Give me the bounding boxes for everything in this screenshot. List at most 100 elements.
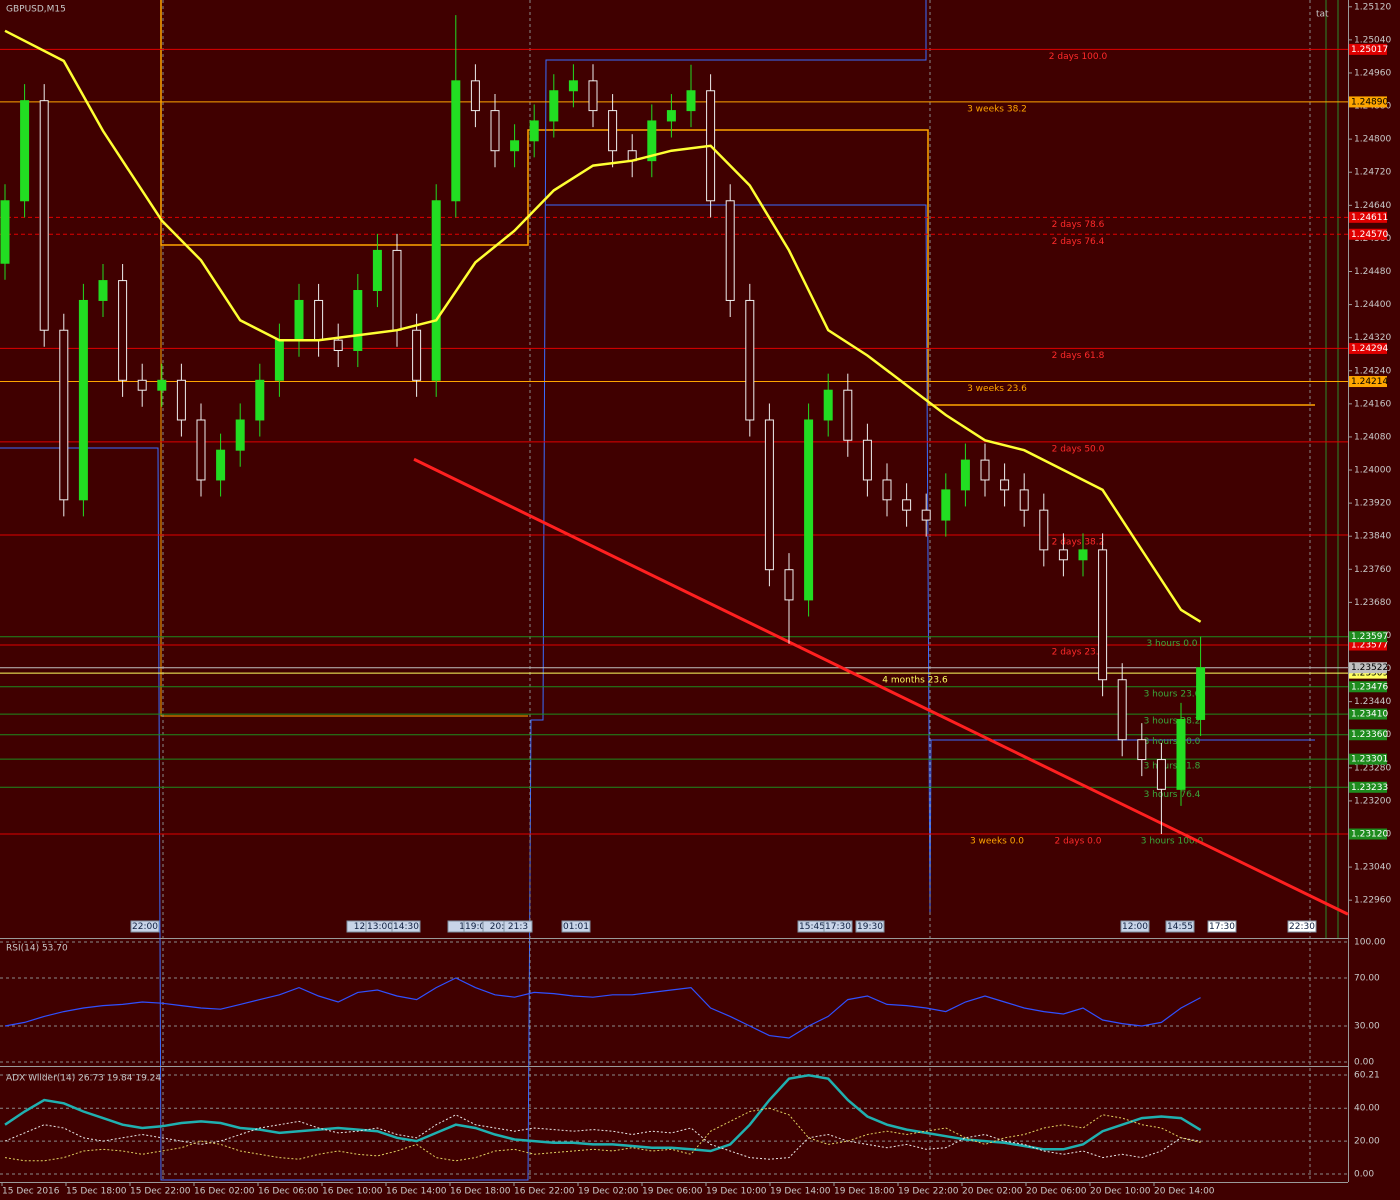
y-tick-label: 1.23200 (1354, 796, 1391, 806)
level-label: 2 days 50.0 (1052, 444, 1105, 454)
candle-body (39, 100, 49, 331)
time-flag (1165, 920, 1195, 933)
candle-body (157, 379, 167, 391)
y-tick-label: 1.23040 (1354, 863, 1391, 873)
candle-body (98, 280, 108, 301)
y-tick-label: 1.24000 (1354, 466, 1391, 476)
time-flag-label: 12: (354, 922, 368, 932)
x-tick-label: 19 Dec 14:00 (770, 1187, 831, 1197)
price-tag-label: 1.24570 (1351, 230, 1388, 240)
time-flag-label: 13:00 (367, 922, 393, 932)
candle-body (666, 110, 676, 122)
candle-body (196, 419, 206, 481)
level-label: 2 days 100.0 (1049, 52, 1108, 62)
candle-body (529, 120, 539, 142)
price-tag (1349, 639, 1387, 651)
y-tick-label: 1.24400 (1354, 300, 1391, 310)
range-box (160, 0, 528, 717)
y-tick-label: 1.24640 (1354, 201, 1391, 211)
candle-body (1176, 718, 1186, 790)
level-label: 2 days 61.8 (1052, 351, 1105, 361)
y-tick-label: 0.00 (1354, 1058, 1374, 1068)
price-tag-label: 1.23476 (1351, 682, 1388, 692)
time-flag-label: 1 (459, 922, 465, 932)
level-label: 2 days 38.2 (1052, 537, 1105, 547)
rsi-title: RSI(14) 53.70 (6, 944, 68, 954)
price-tag-label: 1.24611 (1351, 213, 1388, 223)
price-tag-label: 1.24294 (1351, 344, 1388, 354)
candle-body (823, 389, 833, 421)
candle-body (470, 80, 480, 112)
time-flag-label: 22:00 (132, 922, 158, 932)
level-label: 3 weeks 0.0 (970, 837, 1024, 847)
trendline (413, 457, 1349, 916)
price-tag-label: 1.23233 (1351, 783, 1388, 793)
y-tick-label: 1.22960 (1354, 896, 1391, 906)
candle-body (118, 280, 128, 381)
level-label: 3 weeks 23.6 (967, 384, 1027, 394)
price-tag (1349, 708, 1387, 720)
candle-body (216, 449, 226, 481)
time-flag (130, 920, 160, 933)
time-flag (503, 920, 533, 933)
x-tick-label: 20 Dec 14:00 (1154, 1187, 1215, 1197)
candle-body (353, 290, 363, 352)
x-tick-label: 19 Dec 06:00 (642, 1187, 703, 1197)
candle-body (372, 249, 382, 292)
candle-body (451, 80, 461, 202)
price-tag (1349, 681, 1387, 693)
time-flag-label: 22:30 (1289, 922, 1315, 932)
candle-body (902, 499, 912, 511)
y-tick-label: 1.23680 (1354, 598, 1391, 608)
price-tag (1349, 662, 1387, 674)
y-tick-label: 1.24480 (1354, 267, 1391, 277)
x-tick-label: 16 Dec 06:00 (258, 1187, 319, 1197)
price-tag-label: 1.24890 (1351, 97, 1388, 107)
price-tag-label: 1.23577 (1351, 640, 1388, 650)
candle-body (568, 80, 578, 92)
time-flag (561, 920, 591, 933)
step-line (0, 0, 927, 1181)
y-tick-label: 1.24240 (1354, 366, 1391, 376)
candle-body (921, 509, 931, 521)
candle-body (745, 299, 755, 421)
time-flag-label: 01:01 (563, 922, 589, 932)
price-tag (1349, 211, 1387, 223)
candle-body (862, 439, 872, 481)
indicator-line (4, 1074, 1202, 1153)
candle-body (1137, 739, 1147, 761)
y-tick-label: 1.23440 (1354, 697, 1391, 707)
decor (0, 0, 1349, 1183)
time-flag (1120, 920, 1150, 933)
x-tick-label: 15 Dec 2016 (2, 1187, 60, 1197)
candle-body (1196, 667, 1206, 720)
candle-body (941, 489, 951, 521)
x-tick-label: 16 Dec 14:00 (386, 1187, 447, 1197)
time-flag-label: 12:00 (1122, 922, 1148, 932)
price-tag-label: 1.25017 (1351, 45, 1388, 55)
price-tag (1349, 228, 1387, 240)
candle-body (1117, 679, 1127, 741)
y-tick-label: 1.23280 (1354, 763, 1391, 773)
y-tick-label: 1.24080 (1354, 432, 1391, 442)
candle-body (255, 379, 265, 421)
price-tag (1349, 43, 1387, 55)
price-tag-label: 1.24214 (1351, 377, 1388, 387)
moving-average (4, 29, 1202, 623)
candle-body (1039, 509, 1049, 551)
time-flag-label: 17:30 (1209, 922, 1235, 932)
candle-body (314, 299, 324, 341)
time-flag-label: 19:30 (857, 922, 883, 932)
chart-title: GBPUSD,M15 (6, 5, 66, 15)
time-flag (855, 920, 885, 933)
y-tick-label: 1.23760 (1354, 565, 1391, 575)
candle-body (510, 140, 520, 152)
candle-body (882, 479, 892, 501)
price-tag (1349, 376, 1387, 388)
level-label: 3 hours 23.6 (1144, 689, 1201, 699)
x-tick-label: 19 Dec 22:00 (898, 1187, 959, 1197)
x-tick-label: 19 Dec 02:00 (578, 1187, 639, 1197)
candle-body (0, 200, 10, 264)
candle-body (333, 339, 343, 352)
